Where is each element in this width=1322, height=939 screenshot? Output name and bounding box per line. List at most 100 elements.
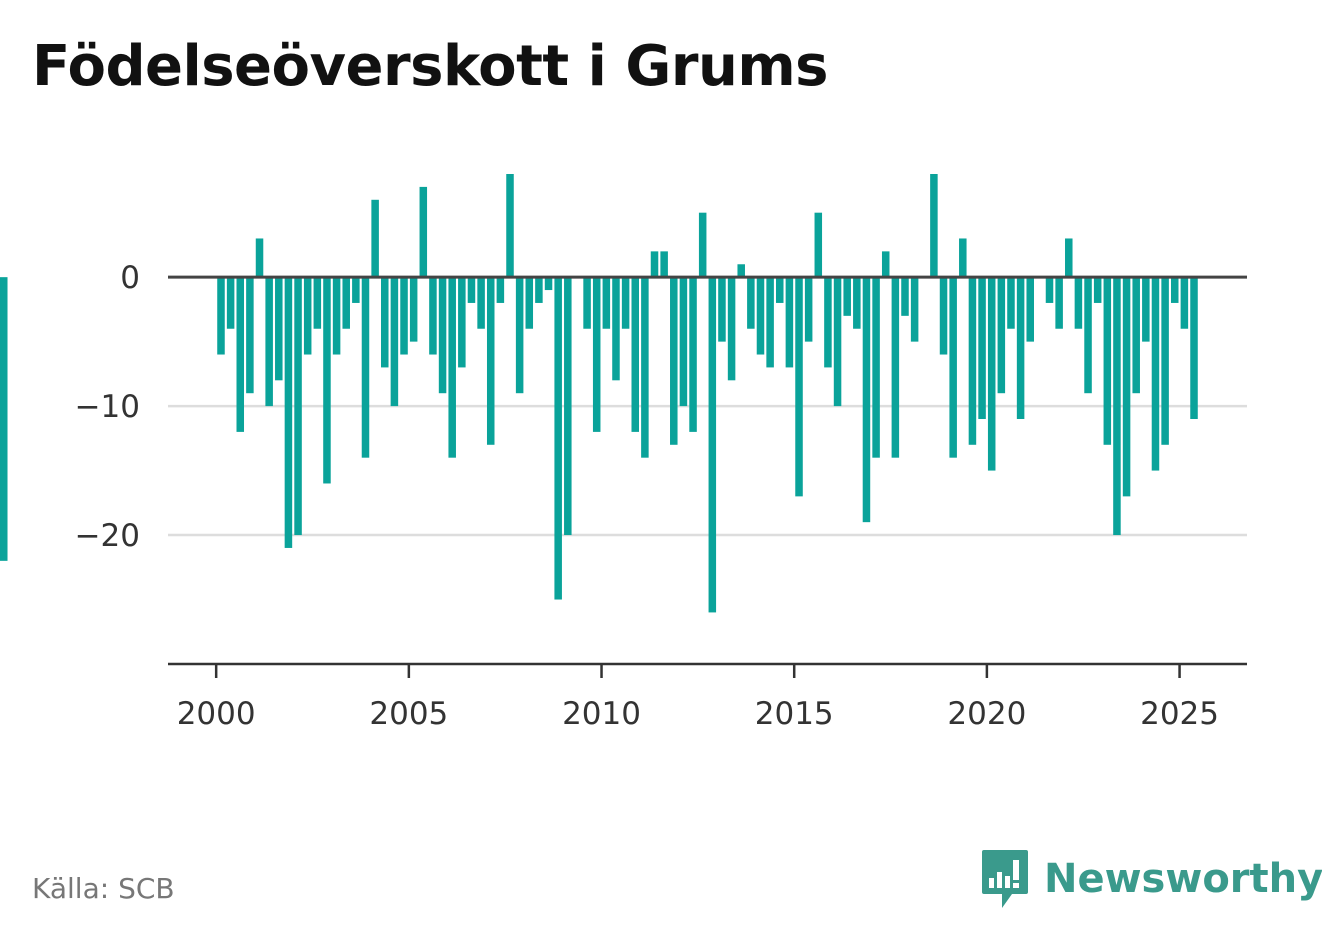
bar [1180,277,1189,329]
bar [804,277,813,342]
bar [660,251,668,278]
bar [997,277,1006,394]
bar [650,251,659,278]
bar [843,277,851,316]
y-tick-label: −20 [75,518,140,554]
y-tick-label: 0 [120,260,140,296]
bar [968,277,977,445]
bar [708,277,717,613]
bar [486,277,495,445]
source-label: Källa: SCB [32,872,175,905]
bar [419,186,428,278]
bar [592,277,601,432]
bar [766,277,774,368]
bar [0,277,8,561]
bar [631,277,640,432]
bar [1084,277,1092,394]
bar [853,277,861,329]
bar [641,277,649,458]
bar [978,277,986,419]
bar [718,277,726,342]
bars [0,174,1198,613]
newsworthy-logo-icon [982,850,1028,908]
x-tick-label: 2020 [947,696,1026,732]
bar [1142,277,1150,342]
bar [217,277,225,355]
bar [930,174,938,278]
bar [294,277,302,536]
bar [1055,277,1063,329]
gridlines [168,404,1247,537]
newsworthy-brand: Newsworthy [980,848,1322,910]
bar [727,277,736,381]
bar [737,264,745,278]
bar [265,277,273,407]
x-tick-label: 2005 [369,696,448,732]
bar [236,277,245,432]
bar [515,277,524,394]
bar [602,277,611,329]
bar [949,277,957,458]
bar [284,277,293,548]
bar [458,277,466,368]
bar [400,277,408,355]
bar [1122,277,1131,497]
bar [891,277,900,458]
bar [775,277,784,303]
bar [303,277,312,355]
bar [255,238,264,278]
bar [1007,277,1015,329]
y-axis: 0 −10 −20 [75,260,140,554]
bar [679,277,688,407]
x-tick-label: 2010 [562,696,641,732]
bar [785,277,794,368]
bar [564,277,572,536]
x-tick-label: 2025 [1140,696,1219,732]
bar [506,174,514,278]
bar [1016,277,1025,419]
bar [313,277,322,329]
bar [872,277,880,458]
bar [352,277,360,303]
bar [390,277,399,407]
bar [959,238,967,278]
bar [1132,277,1140,394]
bar [862,277,871,523]
bar [939,277,948,355]
bar [496,277,505,303]
bar [1045,277,1054,303]
bar [332,277,341,355]
bar [756,277,765,355]
bar [1103,277,1112,445]
bar [910,277,919,342]
bar [621,277,630,329]
bar [361,277,370,458]
bar [795,277,803,497]
bar [448,277,456,458]
bar [477,277,485,329]
bar [814,212,823,278]
bar [1074,277,1083,329]
y-tick-label: −10 [75,389,140,425]
x-axis: 2000 2005 2010 2015 2020 2025 [177,664,1219,732]
bar [544,277,553,291]
bar [342,277,350,329]
bar [554,277,562,600]
bar [824,277,832,368]
bar [1026,277,1034,342]
bar [371,199,379,278]
bar [1065,238,1073,278]
bar [1151,277,1160,471]
bar [535,277,543,303]
bar [429,277,437,355]
bar [689,277,697,432]
bar [901,277,909,316]
bar [612,277,620,381]
bar [1190,277,1198,419]
chart-title: Födelseöverskott i Grums [32,34,829,99]
x-tick-label: 2000 [177,696,256,732]
bar [381,277,389,368]
bar [438,277,447,394]
bar [1093,277,1102,303]
